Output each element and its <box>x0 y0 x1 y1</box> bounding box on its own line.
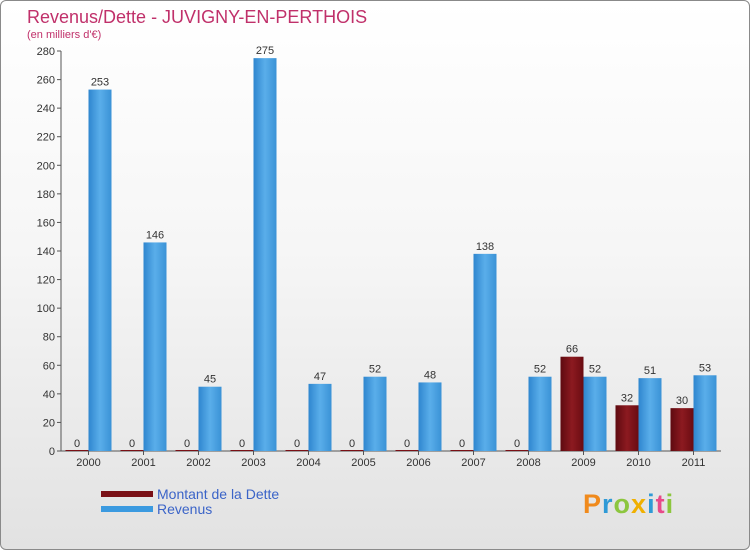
data-label-montant-de-la-dette: 0 <box>459 438 465 450</box>
y-tick-label: 260 <box>37 75 55 87</box>
bar-montant-de-la-dette <box>450 450 474 451</box>
y-tick-label: 160 <box>37 217 55 229</box>
x-tick-label: 2007 <box>461 457 485 469</box>
bar-revenus <box>253 58 277 452</box>
data-label-revenus: 51 <box>644 365 656 377</box>
logo-letter: t <box>655 489 666 519</box>
chart-subtitle: (en milliers d'€) <box>27 29 102 41</box>
y-tick-label: 100 <box>37 303 55 315</box>
data-label-montant-de-la-dette: 0 <box>294 438 300 450</box>
bar-montant-de-la-dette <box>65 450 89 451</box>
logo-letter: P <box>583 489 603 519</box>
bar-montant-de-la-dette <box>395 450 419 451</box>
y-tick-label: 120 <box>37 275 55 287</box>
legend-swatch-revenus <box>101 506 153 512</box>
bar-revenus <box>198 386 222 451</box>
y-tick-label: 0 <box>49 446 55 458</box>
data-label-montant-de-la-dette: 0 <box>349 438 355 450</box>
data-label-montant-de-la-dette: 0 <box>184 438 190 450</box>
bar-revenus <box>308 383 332 451</box>
bar-montant-de-la-dette <box>615 405 639 451</box>
data-label-montant-de-la-dette: 0 <box>74 438 80 450</box>
bar-montant-de-la-dette <box>560 356 584 451</box>
bar-revenus <box>473 253 497 451</box>
x-tick-label: 2006 <box>406 457 430 469</box>
bar-montant-de-la-dette <box>285 450 309 451</box>
bar-revenus <box>528 376 552 451</box>
data-label-revenus: 52 <box>534 364 546 376</box>
data-label-montant-de-la-dette: 0 <box>404 438 410 450</box>
bar-revenus <box>418 382 442 451</box>
data-label-montant-de-la-dette: 32 <box>621 392 633 404</box>
bar-revenus <box>583 376 607 451</box>
y-tick-label: 220 <box>37 132 55 144</box>
legend-label-dette: Montant de la Dette <box>157 486 280 502</box>
x-tick-label: 2001 <box>131 457 155 469</box>
x-tick-label: 2004 <box>296 457 320 469</box>
y-tick-label: 240 <box>37 103 55 115</box>
x-tick-label: 2008 <box>516 457 540 469</box>
y-tick-label: 180 <box>37 189 55 201</box>
x-tick-label: 2011 <box>682 457 706 469</box>
bar-montant-de-la-dette <box>505 450 529 451</box>
x-tick-label: 2010 <box>626 457 650 469</box>
logo-letter: i <box>665 489 675 519</box>
x-tick-label: 2003 <box>241 457 265 469</box>
x-tick-label: 2009 <box>571 457 595 469</box>
y-tick-label: 80 <box>43 332 55 344</box>
y-tick-label: 140 <box>37 246 55 258</box>
y-tick-label: 200 <box>37 160 55 172</box>
bar-montant-de-la-dette <box>340 450 364 451</box>
data-label-revenus: 52 <box>369 364 381 376</box>
bar-revenus <box>638 378 662 451</box>
data-label-revenus: 138 <box>476 241 494 253</box>
data-label-revenus: 47 <box>314 371 326 383</box>
data-label-revenus: 275 <box>256 45 274 57</box>
data-label-montant-de-la-dette: 0 <box>514 438 520 450</box>
y-tick-label: 40 <box>43 389 55 401</box>
proxiti-logo: Proxiti <box>583 489 674 520</box>
data-label-revenus: 53 <box>699 362 711 374</box>
y-tick-label: 20 <box>43 417 55 429</box>
legend-swatch-dette <box>101 491 153 497</box>
data-label-montant-de-la-dette: 0 <box>129 438 135 450</box>
bar-revenus <box>363 376 387 451</box>
bar-revenus <box>88 89 112 452</box>
data-label-montant-de-la-dette: 66 <box>566 344 578 356</box>
bar-revenus <box>143 242 167 451</box>
y-tick-label: 60 <box>43 360 55 372</box>
data-label-revenus: 146 <box>146 229 164 241</box>
data-label-revenus: 253 <box>91 77 109 89</box>
bar-montant-de-la-dette <box>175 450 199 451</box>
x-tick-label: 2002 <box>186 457 210 469</box>
data-label-montant-de-la-dette: 0 <box>239 438 245 450</box>
bar-montant-de-la-dette <box>230 450 254 451</box>
bar-montant-de-la-dette <box>670 408 694 451</box>
data-label-revenus: 52 <box>589 364 601 376</box>
x-tick-label: 2000 <box>76 457 100 469</box>
data-label-revenus: 48 <box>424 369 436 381</box>
data-label-montant-de-la-dette: 30 <box>676 395 688 407</box>
logo-letter: x <box>631 489 648 519</box>
logo-letter: i <box>647 489 656 519</box>
x-tick-label: 2005 <box>351 457 375 469</box>
legend-label-revenus: Revenus <box>157 501 213 517</box>
data-label-revenus: 45 <box>204 374 216 386</box>
chart-title: Revenus/Dette - JUVIGNY-EN-PERTHOIS <box>27 7 368 27</box>
y-tick-label: 280 <box>37 46 55 58</box>
bar-montant-de-la-dette <box>120 450 144 451</box>
bar-revenus <box>693 375 717 451</box>
logo-letter: r <box>602 489 614 519</box>
logo-letter: o <box>613 489 632 519</box>
